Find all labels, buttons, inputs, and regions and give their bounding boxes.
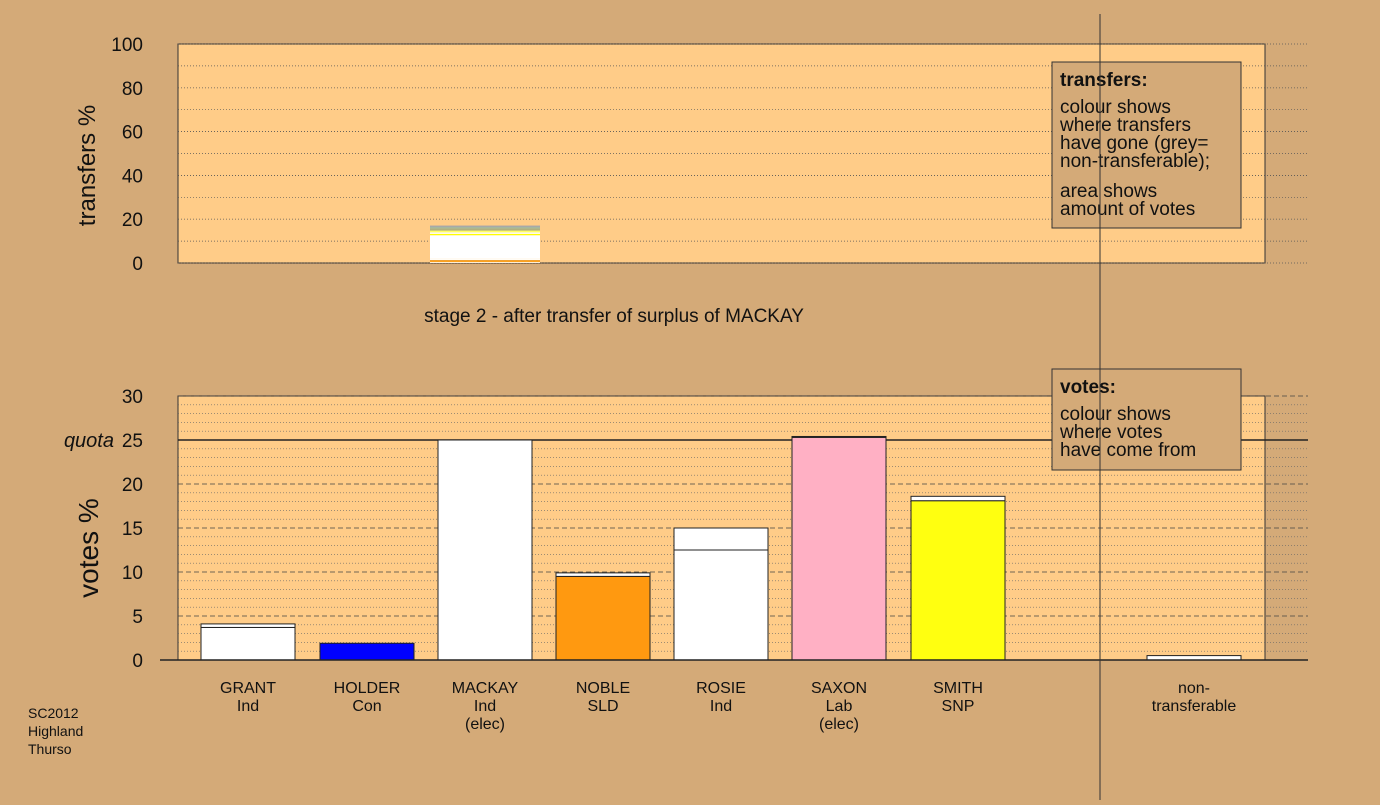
transfers-legend-line: area shows	[1060, 181, 1157, 202]
transfer-segment-saxon	[430, 230, 540, 233]
transfer-segment-smith	[430, 233, 540, 236]
transfer-segment-other	[430, 227, 540, 229]
footer-line: Highland	[28, 723, 83, 739]
bar-smith-first-prefs	[910, 500, 1006, 661]
candidate-name: NOBLE	[576, 680, 630, 697]
stage-caption: stage 2 - after transfer of surplus of M…	[424, 306, 804, 327]
transfers-legend-line: have gone (grey=	[1060, 133, 1208, 154]
candidate-status: (elec)	[465, 716, 505, 733]
candidate-party: Ind	[710, 698, 732, 715]
votes-tick-label: 30	[122, 387, 143, 408]
votes-legend-title: votes:	[1060, 377, 1116, 398]
transfer-segment-grant	[430, 258, 540, 260]
bar-holder-first-prefs	[319, 642, 415, 661]
bar-rosie-first-prefs	[673, 549, 769, 661]
transfers-legend-line: where transfers	[1059, 115, 1191, 136]
transfers-legend-line: amount of votes	[1060, 199, 1195, 220]
votes-tick-label: 15	[122, 519, 143, 540]
votes-tick-label: 0	[132, 651, 143, 672]
votes-axis-label: votes %	[73, 498, 104, 598]
transfer-segment-noble	[430, 259, 540, 262]
bar-saxon-first-prefs	[791, 436, 887, 661]
transfers-legend-line: colour shows	[1060, 97, 1171, 118]
votes-legend-line: colour shows	[1060, 404, 1171, 425]
bar-grant-transfers	[200, 623, 296, 628]
candidate-name: SAXON	[811, 680, 867, 697]
transfers-legend-line: non-transferable);	[1060, 151, 1210, 172]
candidate-name: GRANT	[220, 680, 276, 697]
transfers-legend-title: transfers:	[1060, 70, 1148, 91]
transfer-segment-non-transferable	[430, 262, 540, 263]
votes-legend-line: have come from	[1060, 440, 1196, 461]
bar-mackay-first-prefs	[437, 439, 533, 661]
non-transferable-label: transferable	[1152, 698, 1237, 715]
transfer-segment-rosie	[430, 235, 540, 259]
transfer-segment-other	[430, 228, 540, 231]
candidate-name: MACKAY	[452, 680, 519, 697]
bar-grant-first-prefs	[200, 626, 296, 661]
transfers-tick-label: 40	[122, 166, 143, 187]
transfers-tick-label: 20	[122, 210, 143, 231]
non-transferable-label: non-	[1178, 680, 1210, 697]
votes-legend-box	[1051, 368, 1242, 471]
candidate-name: SMITH	[933, 680, 983, 697]
transfers-legend-box	[1051, 61, 1242, 229]
candidate-party: Con	[352, 698, 381, 715]
votes-legend-line: where votes	[1059, 422, 1162, 443]
candidate-party: Ind	[474, 698, 496, 715]
candidate-status: (elec)	[819, 716, 859, 733]
transfer-segment-noble	[430, 261, 540, 263]
votes-tick-label: 20	[122, 475, 143, 496]
candidate-party: Lab	[826, 698, 853, 715]
votes-tick-label: 25	[122, 431, 143, 452]
transfer-segment-other	[430, 225, 540, 228]
bar-saxon-transfers	[791, 435, 887, 438]
transfers-tick-label: 100	[111, 35, 143, 56]
transfers-axis-label: transfers %	[74, 105, 101, 226]
transfers-tick-label: 60	[122, 123, 143, 144]
transfer-segment-holder	[430, 232, 540, 234]
quota-label: quota	[64, 430, 114, 452]
bar-smith-transfers	[910, 495, 1006, 502]
votes-tick-label: 10	[122, 563, 143, 584]
footer-line: SC2012	[28, 705, 79, 721]
candidate-party: Ind	[237, 698, 259, 715]
bar-noble-first-prefs	[555, 575, 651, 661]
candidate-party: SLD	[587, 698, 618, 715]
bar-noble-transfers	[555, 572, 651, 577]
candidate-party: SNP	[942, 698, 975, 715]
footer-line: Thurso	[28, 741, 72, 757]
transfers-tick-label: 80	[122, 79, 143, 100]
votes-tick-label: 5	[132, 607, 143, 628]
candidate-name: HOLDER	[334, 680, 401, 697]
bar-rosie-transfers	[673, 527, 769, 551]
transfers-tick-label: 0	[132, 254, 143, 275]
candidate-name: ROSIE	[696, 680, 746, 697]
